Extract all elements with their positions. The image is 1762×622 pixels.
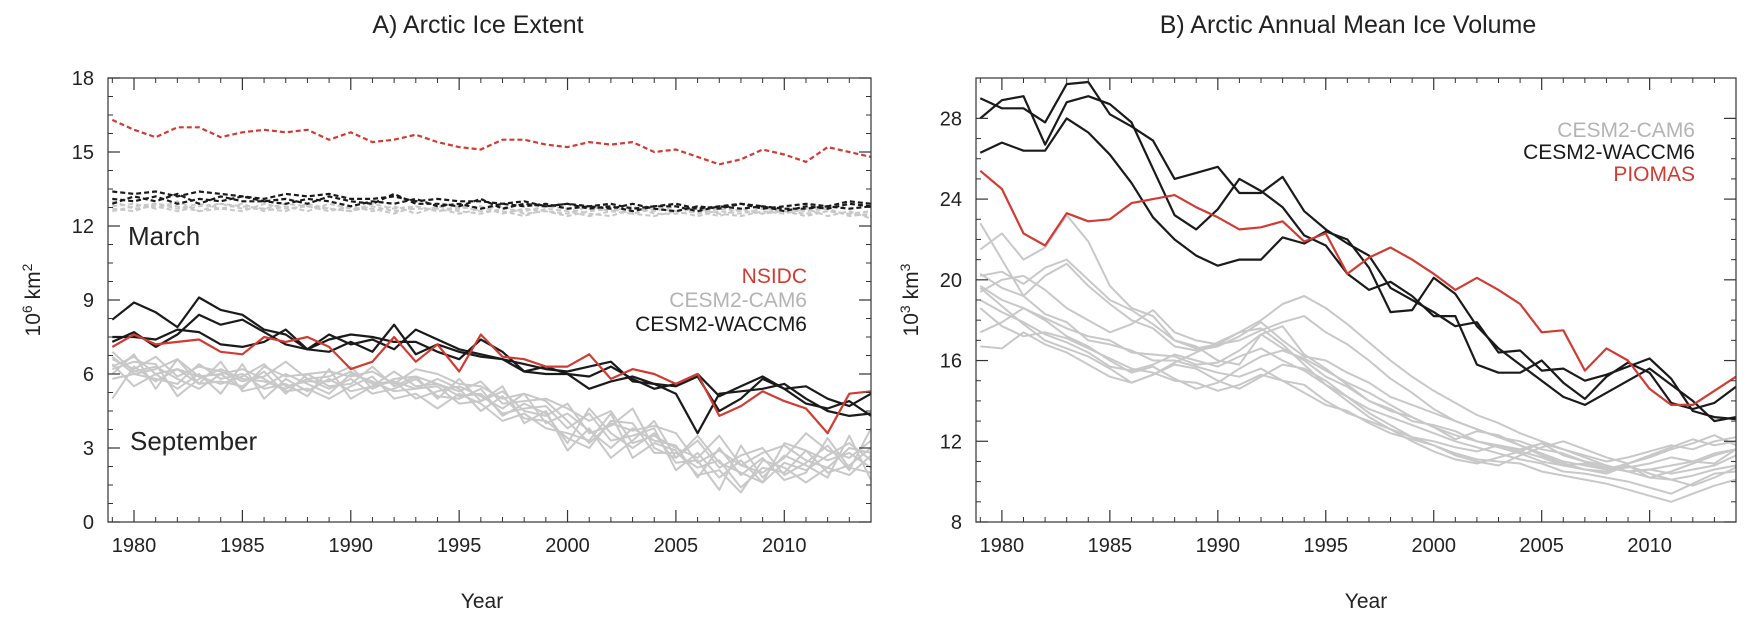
panel-a-x-tick-label-1995: 1995 (437, 535, 482, 557)
panel-b-y-label-unit: km (900, 271, 923, 299)
panel-b-cesm2-cam6-solid-line-4 (979, 299, 1737, 495)
panel-b-y-tick-label-8: 8 (951, 512, 962, 534)
panel-b-y-label-base: 10 (900, 313, 923, 336)
panel-b: B) Arctic Annual Mean Ice Volume 1980 198… (897, 11, 1737, 613)
panel-b-x-tick-label-2000: 2000 (1411, 535, 1456, 557)
panel-b-cesm2-cam6-solid-line-10 (979, 287, 1737, 479)
panel-b-title: B) Arctic Annual Mean Ice Volume (1160, 11, 1537, 39)
panel-a-y-tick-label-9: 9 (83, 290, 94, 312)
panel-a-cesm2-waccm6-solid-line-9 (111, 296, 872, 413)
panel-a-cesm2-cam6-solid-line-19 (111, 351, 872, 494)
panel-a-x-label: Year (461, 590, 503, 613)
panel-b-y-tick-label-28: 28 (940, 108, 962, 130)
panel-a-y-tick-label-6: 6 (83, 364, 94, 386)
panel-b-y-tick-label-24: 24 (940, 189, 962, 211)
panel-b-y-tick-label-12: 12 (940, 431, 962, 453)
panel-b-cesm2-cam6-solid-line-6 (979, 274, 1737, 471)
panel-a-x-tick-label-2000: 2000 (545, 535, 590, 557)
panel-b-x-tick-label-1995: 1995 (1304, 535, 1349, 557)
panel-a-nsidc-solid-line-1 (111, 333, 872, 435)
panel-b-y-tick-label-20: 20 (940, 270, 962, 292)
panel-b-cesm2-waccm6-solid-line-12 (979, 95, 1737, 411)
panel-a-x-tick-label-2005: 2005 (654, 535, 699, 557)
panel-b-y-label: 103km3 (897, 263, 923, 336)
panel-a-cesm2-waccm6-dashed-line-3 (112, 195, 872, 213)
panel-b-piomas-solid-line-14 (979, 169, 1737, 406)
panel-a-y-label-unit-exp: 2 (19, 263, 35, 271)
panel-b-cesm2-waccm6-solid-line-13 (979, 117, 1737, 423)
panel-a-series-group (111, 118, 872, 494)
legend-b-piomas: PIOMAS (1613, 163, 1695, 186)
panel-a-y-label-unit: km (22, 271, 45, 299)
legend-b-cesm2-cam6: CESM2-CAM6 (1557, 119, 1695, 142)
panel-a-cesm2-waccm6-dashed-line-2 (112, 190, 872, 213)
panel-a-cesm2-cam6-dashed-line-6 (112, 202, 872, 218)
panel-a-cesm2-waccm6-dashed-line-4 (111, 192, 872, 213)
annotation-september: September (130, 426, 258, 456)
panel-b-y-label-unit-exp: 3 (897, 263, 913, 271)
panel-a-y-tick-label-0: 0 (83, 512, 94, 534)
panel-a-y-label: 106 km2 (19, 263, 45, 336)
panel-a-cesm2-cam6-solid-line-20 (111, 355, 872, 484)
panel-b-y-label-exp: 3 (897, 305, 913, 313)
panel-a-x-tick-label-1980: 1980 (112, 535, 157, 557)
panel-a-y-label-base: 10 (22, 313, 45, 336)
panel-a-y-tick-label-15: 15 (72, 142, 94, 164)
panel-a-y-tick-label-18: 18 (72, 68, 94, 90)
panel-b-x-label: Year (1345, 590, 1387, 613)
panel-a-cesm2-cam6-dashed-line-8 (112, 202, 872, 218)
panel-a-y-tick-label-3: 3 (83, 438, 94, 460)
annotation-march: March (128, 221, 200, 251)
panel-b-cesm2-cam6-solid-line-7 (980, 258, 1737, 463)
panel-a-x-tick-label-2010: 2010 (762, 535, 807, 557)
panel-b-cesm2-cam6-solid-line-3 (979, 285, 1737, 487)
panel-a-title: A) Arctic Ice Extent (372, 11, 583, 39)
panel-a-cesm2-waccm6-solid-line-11 (112, 323, 872, 435)
panel-b-series-group (979, 80, 1737, 503)
panel-a-ticks: 1980 1985 1990 1995 2000 2005 2010 0 3 6 9 12 15 18 (72, 68, 872, 557)
panel-b-cesm2-cam6-solid-line-9 (980, 331, 1737, 467)
legend-a-nsidc: NSIDC (742, 265, 807, 288)
panel-b-x-tick-label-2010: 2010 (1627, 535, 1672, 557)
legend-a-cesm2-cam6: CESM2-CAM6 (669, 289, 807, 312)
panel-a: A) Arctic Ice Extent 1980 1985 1990 1995 200… (19, 11, 872, 613)
panel-b-cesm2-cam6-solid-line-5 (979, 307, 1737, 503)
panel-b-x-tick-label-1980: 1980 (980, 535, 1025, 557)
legend-b-cesm2-waccm6: CESM2-WACCM6 (1523, 141, 1695, 164)
panel-b-x-tick-label-1990: 1990 (1196, 535, 1241, 557)
panel-b-cesm2-cam6-solid-line-0 (979, 222, 1737, 475)
panel-a-y-tick-label-12: 12 (72, 216, 94, 238)
panel-a-x-tick-label-1985: 1985 (220, 535, 265, 557)
panel-b-ticks: 1980 1985 1990 1995 2000 2005 2010 8 12 16 20 24 28 (940, 78, 1737, 557)
legend-a-cesm2-waccm6: CESM2-WACCM6 (635, 313, 807, 336)
panel-a-cesm2-cam6-solid-line-17 (111, 355, 872, 482)
panel-b-x-tick-label-2005: 2005 (1519, 535, 1564, 557)
panel-b-y-tick-label-16: 16 (940, 351, 962, 373)
panel-a-cesm2-cam6-dashed-line-7 (111, 200, 872, 220)
panel-a-y-label-exp: 6 (19, 305, 35, 313)
panel-a-nsidc-dashed-line-0 (111, 118, 872, 166)
panel-a-cesm2-cam6-dashed-line-5 (112, 200, 872, 218)
panel-a-x-tick-label-1990: 1990 (329, 535, 374, 557)
panel-b-cesm2-cam6-solid-line-8 (979, 307, 1737, 471)
panel-b-x-tick-label-1985: 1985 (1088, 535, 1133, 557)
